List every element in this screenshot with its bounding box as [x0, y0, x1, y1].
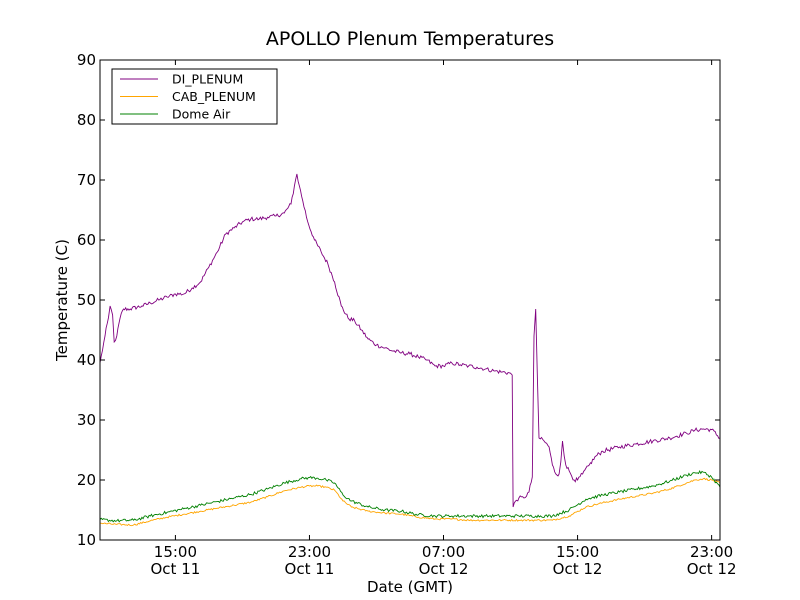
x-tick-label-time: 23:00	[288, 543, 331, 561]
series-line-di-plenum	[100, 173, 720, 508]
y-tick-label: 70	[77, 171, 96, 189]
y-tick-label: 90	[77, 51, 96, 69]
y-tick-label: 20	[77, 471, 96, 489]
x-axis-label: Date (GMT)	[367, 578, 453, 596]
series-layer	[100, 173, 720, 527]
legend-label-di-plenum: DI_PLENUM	[172, 72, 243, 87]
x-tick-label-time: 15:00	[556, 543, 599, 561]
legend-label-cab-plenum: CAB_PLENUM	[172, 89, 256, 104]
plot-frame	[99, 59, 721, 541]
y-tick-label: 30	[77, 411, 96, 429]
y-tick-label: 60	[77, 231, 96, 249]
y-tick-label: 50	[77, 291, 96, 309]
y-tick-label: 10	[77, 531, 96, 549]
x-tick-label-date: Oct 12	[553, 560, 603, 578]
x-tick-label-time: 23:00	[690, 543, 733, 561]
series-line-dome-air	[100, 469, 720, 523]
y-tick-label: 80	[77, 111, 96, 129]
series-line-cab-plenum	[100, 477, 720, 527]
legend: DI_PLENUM CAB_PLENUM Dome Air	[111, 68, 278, 125]
x-tick-label-time: 07:00	[422, 543, 465, 561]
x-tick-label-date: Oct 11	[285, 560, 335, 578]
y-tick-label: 40	[77, 351, 96, 369]
y-axis-label: Temperature (C)	[53, 239, 71, 362]
x-tick-label-date: Oct 11	[151, 560, 201, 578]
legend-label-dome-air: Dome Air	[172, 107, 231, 122]
x-tick-label-date: Oct 12	[687, 560, 737, 578]
x-tick-label-date: Oct 12	[419, 560, 469, 578]
chart-title: APOLLO Plenum Temperatures	[266, 28, 554, 50]
x-tick-label-time: 15:00	[154, 543, 197, 561]
